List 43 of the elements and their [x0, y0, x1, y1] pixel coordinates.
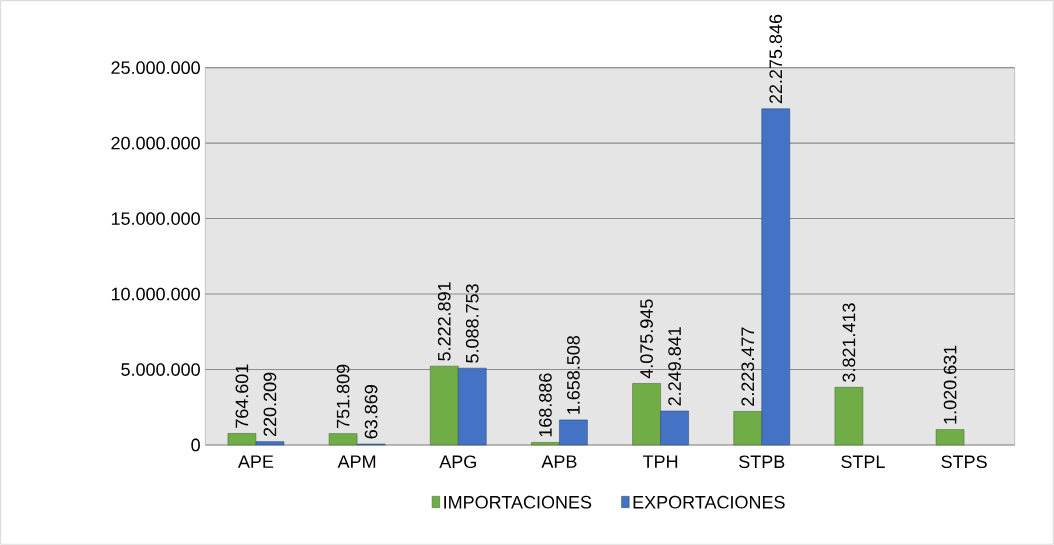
- x-tick-label: TPH: [642, 455, 678, 468]
- y-tick-label: 0: [191, 438, 200, 452]
- bar: [935, 429, 965, 446]
- bar: [733, 411, 763, 446]
- bar: [834, 387, 864, 446]
- x-tick-label: STPS: [941, 455, 987, 469]
- data-label: 3.821.413: [842, 303, 856, 382]
- data-label: 5.222.891: [437, 282, 451, 361]
- bar: [227, 433, 257, 446]
- data-label: 1.020.631: [943, 345, 957, 424]
- data-label: 168.886: [539, 373, 552, 437]
- data-label: 764.601: [235, 364, 249, 428]
- data-label: 2.223.477: [741, 327, 755, 406]
- bar: [632, 383, 661, 446]
- data-label: 63.869: [364, 385, 378, 439]
- data-label: 751.809: [336, 364, 350, 429]
- x-tick-label: APM: [337, 455, 376, 468]
- y-tick-label: 5.000.000: [121, 363, 200, 376]
- legend-label: IMPORTACIONES: [444, 495, 592, 509]
- data-label: 22.275.846: [769, 14, 783, 104]
- bar: [457, 367, 487, 446]
- data-label: 5.088.753: [465, 284, 479, 363]
- bar: [328, 433, 358, 446]
- legend-label: EXPORTACIONES: [633, 495, 785, 509]
- bar: [531, 442, 560, 446]
- data-label: 1.658.508: [567, 335, 580, 414]
- bar: [660, 410, 689, 446]
- x-tick-label: STPL: [841, 455, 885, 469]
- bar: [255, 441, 285, 446]
- x-tick-label: APG: [439, 455, 476, 469]
- data-label: 2.249.841: [668, 327, 681, 406]
- data-label: 220.209: [263, 372, 277, 437]
- bar: [559, 419, 588, 446]
- bar: [429, 365, 459, 446]
- y-tick-label: 10.000.000: [111, 287, 200, 301]
- x-tick-label: APB: [541, 455, 577, 468]
- x-tick-label: STPB: [739, 455, 785, 469]
- y-tick-label: 15.000.000: [111, 212, 200, 225]
- y-tick-label: 25.000.000: [111, 61, 200, 75]
- y-tick-label: 20.000.000: [111, 136, 200, 150]
- bar: [761, 108, 791, 446]
- data-label: 4.075.945: [640, 299, 653, 379]
- x-tick-label: APE: [237, 455, 274, 468]
